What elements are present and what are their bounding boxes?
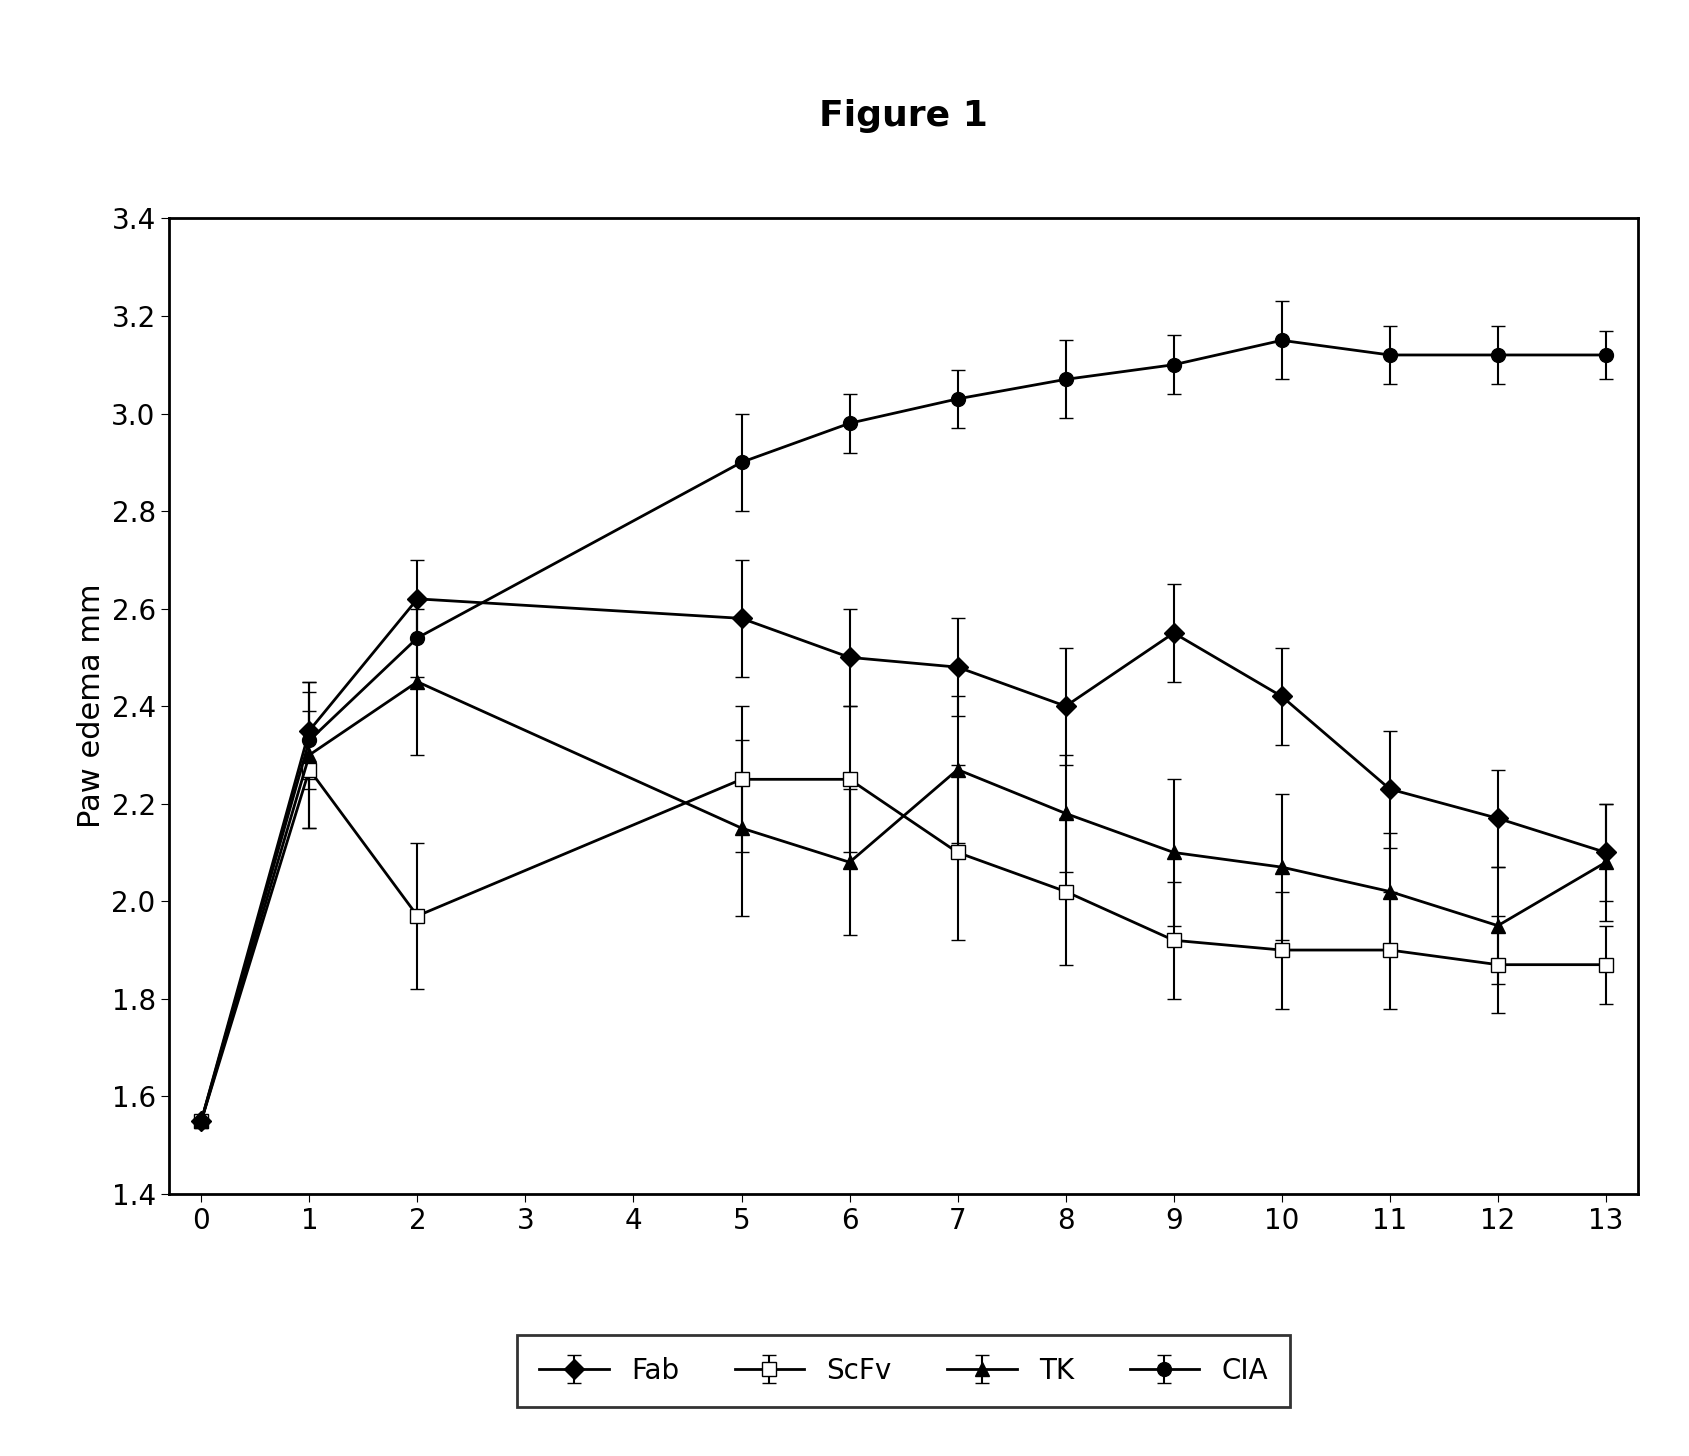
Legend: Fab, ScFv, TK, CIA: Fab, ScFv, TK, CIA bbox=[517, 1335, 1290, 1406]
Text: Figure 1: Figure 1 bbox=[819, 99, 988, 134]
Y-axis label: Paw edema mm: Paw edema mm bbox=[76, 584, 106, 828]
